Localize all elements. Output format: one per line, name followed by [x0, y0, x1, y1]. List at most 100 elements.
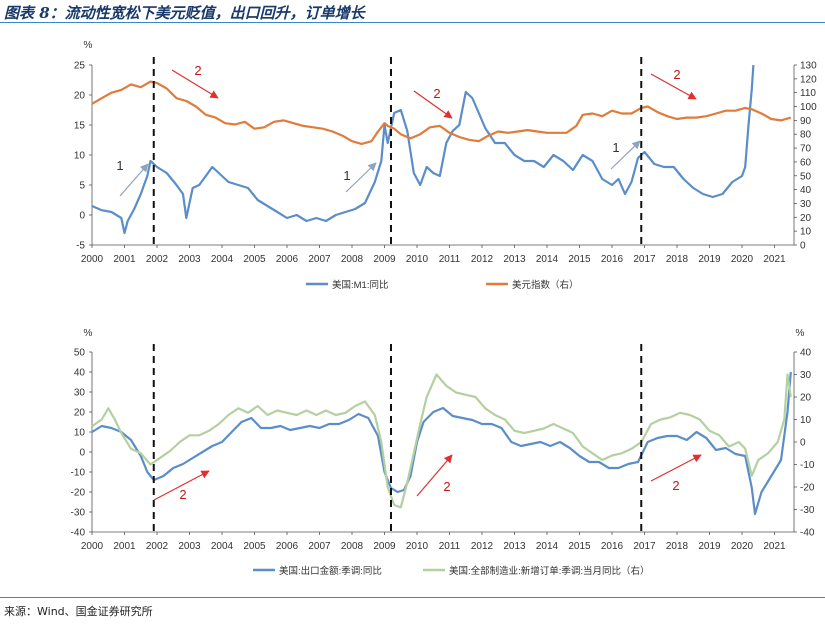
x-tick-label: 2019	[698, 254, 721, 265]
series-line-1	[91, 64, 755, 235]
annotation-label: 2	[179, 487, 186, 502]
annotation-arrow	[153, 470, 210, 501]
y-tick-label-left: -30	[71, 508, 86, 519]
y-tick-label-right: 10	[800, 227, 812, 238]
x-tick-label: 2002	[146, 541, 169, 552]
y-tick-label-right: 30	[800, 370, 812, 381]
y-tick-label-right: 10	[800, 415, 812, 426]
x-tick-label: 2010	[406, 541, 429, 552]
y-tick-label-left: 0	[79, 211, 85, 222]
annotation-arrow	[345, 162, 377, 193]
y-tick-label-right: -40	[800, 528, 815, 539]
x-tick-label: 2005	[243, 254, 266, 265]
y-tick-label-right: 40	[800, 185, 812, 196]
x-tick-label: 2016	[601, 541, 624, 552]
x-tick-label: 2020	[731, 541, 754, 552]
figure-title: 图表 8：流动性宽松下美元贬值，出口回升，订单增长	[4, 4, 365, 22]
annotation-arrow	[413, 90, 453, 119]
annotation-label: 2	[443, 479, 450, 494]
x-tick-label: 2012	[471, 541, 494, 552]
annotation-label: 2	[433, 86, 440, 101]
annotation-arrow	[119, 163, 149, 197]
x-tick-label: 2007	[308, 541, 331, 552]
y-tick-label-right: 90	[800, 116, 812, 127]
x-tick-label: 2001	[113, 254, 136, 265]
x-tick-label: 2018	[666, 541, 689, 552]
y-tick-label-right: 0	[800, 241, 806, 252]
y-tick-label-right: 120	[800, 74, 817, 85]
title-rule	[0, 22, 825, 23]
source-note: 来源：Wind、国金证券研究所	[4, 605, 153, 618]
y-tick-label-left: 25	[74, 61, 86, 72]
y-tick-label-left: 50	[74, 348, 86, 359]
y-tick-label-left: 15	[74, 121, 86, 132]
annotation-label: 1	[612, 140, 619, 155]
x-tick-label: 2000	[81, 541, 104, 552]
series-line-2	[91, 80, 792, 145]
annotation-arrow	[650, 73, 697, 100]
y-tick-label-left: 10	[74, 151, 86, 162]
y-tick-label-left: 0	[79, 448, 85, 459]
y-tick-label-right: 0	[800, 438, 806, 449]
y-tick-label-left: 20	[74, 408, 86, 419]
x-tick-label: 2008	[341, 254, 364, 265]
x-tick-label: 2009	[373, 541, 396, 552]
y-axis-unit-left: %	[84, 40, 93, 51]
annotation-arrow	[416, 454, 453, 497]
y-tick-label-right: -30	[800, 505, 815, 516]
y-tick-label-right: 130	[800, 61, 817, 72]
x-tick-label: 2011	[439, 254, 461, 265]
y-tick-label-right: 100	[800, 102, 817, 113]
x-tick-label: 2001	[113, 541, 136, 552]
source-rule	[0, 597, 825, 598]
x-tick-label: 2015	[568, 541, 591, 552]
legend-label: 美国:全部制造业:新增订单:季调:当月同比（右）	[449, 565, 650, 577]
y-tick-label-right: 70	[800, 144, 812, 155]
x-tick-label: 2017	[633, 541, 656, 552]
x-tick-label: 2009	[373, 254, 396, 265]
y-axis-unit-right: %	[796, 328, 805, 339]
legend-label: 美元指数（右）	[512, 279, 579, 291]
y-tick-label-left: 40	[74, 368, 86, 379]
x-tick-label: 2014	[536, 254, 559, 265]
y-tick-label-right: 80	[800, 130, 812, 141]
x-tick-label: 2007	[308, 254, 331, 265]
x-tick-label: 2018	[666, 254, 689, 265]
x-tick-label: 2003	[178, 541, 201, 552]
charts-svg: -505101520250102030405060708090100110120…	[71, 40, 818, 577]
annotation-label: 2	[673, 67, 680, 82]
x-tick-label: 2003	[178, 254, 201, 265]
x-tick-label: 2016	[601, 254, 624, 265]
x-tick-label: 2012	[471, 254, 494, 265]
x-tick-label: 2013	[503, 541, 526, 552]
x-tick-label: 2021	[763, 541, 786, 552]
annotation-label: 1	[343, 168, 350, 183]
y-tick-label-right: 20	[800, 393, 812, 404]
series-line-1	[91, 371, 792, 516]
y-tick-label-right: -10	[800, 460, 815, 471]
y-tick-label-left: -10	[71, 468, 86, 479]
x-tick-label: 2006	[276, 254, 299, 265]
y-tick-label-right: 60	[800, 157, 812, 168]
annotation-label: 2	[194, 63, 201, 78]
chart-panel-2: -40 -30 -20 -10 0 10 20 30 40 50 -40 -30 -20 -10 0 10 20…	[71, 328, 815, 577]
y-tick-label-right: 50	[800, 171, 812, 182]
y-tick-label-left: 5	[79, 181, 85, 192]
y-axis-unit-left: %	[84, 328, 93, 339]
y-tick-label-right: 20	[800, 213, 812, 224]
series-line-2	[91, 373, 792, 509]
x-tick-label: 2005	[243, 541, 266, 552]
y-tick-label-left: -20	[71, 488, 86, 499]
x-tick-label: 2000	[81, 254, 104, 265]
x-tick-label: 2014	[536, 541, 559, 552]
y-tick-label-left: -40	[71, 528, 86, 539]
x-tick-label: 2004	[211, 541, 234, 552]
x-tick-label: 2017	[633, 254, 656, 265]
y-tick-label-left: 20	[74, 91, 86, 102]
y-tick-label-left: 30	[74, 388, 86, 399]
y-tick-label-right: -20	[800, 483, 815, 494]
y-tick-label-right: 30	[800, 199, 812, 210]
x-tick-label: 2020	[731, 254, 754, 265]
annotation-arrow	[171, 69, 219, 99]
annotation-label: 1	[116, 158, 123, 173]
